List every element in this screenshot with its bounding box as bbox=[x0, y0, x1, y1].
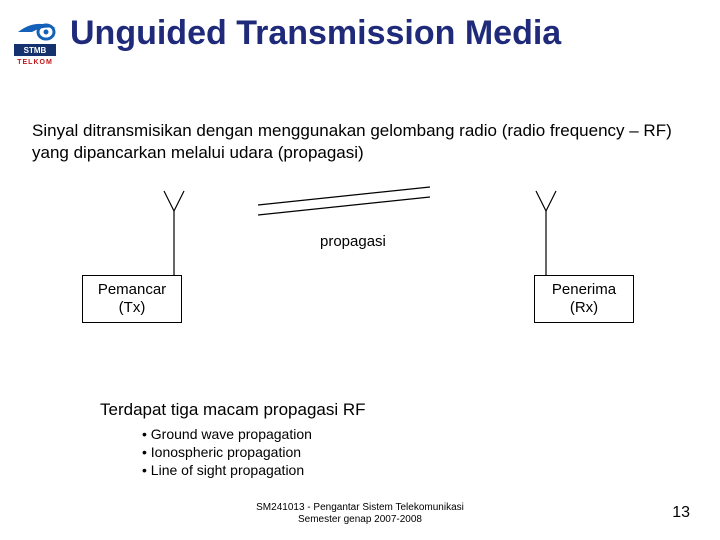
bullet-text: Line of sight propagation bbox=[151, 462, 304, 478]
rx-antenna-icon bbox=[536, 191, 556, 275]
rx-box-line1: Penerima bbox=[535, 281, 633, 299]
rx-box: Penerima (Rx) bbox=[534, 275, 634, 323]
propagasi-label: propagasi bbox=[320, 233, 386, 250]
footer-line2: Semester genap 2007-2008 bbox=[0, 514, 720, 526]
bullet-text: Ionospheric propagation bbox=[151, 444, 301, 460]
tx-box-line1: Pemancar bbox=[83, 281, 181, 299]
page-title: Unguided Transmission Media bbox=[70, 14, 561, 53]
propagation-diagram: Pemancar (Tx) Penerima (Rx) propagasi bbox=[0, 175, 720, 355]
logo-stmb-text: STMB bbox=[24, 46, 47, 55]
bullet-marker: • bbox=[142, 462, 147, 478]
bullet-text: Ground wave propagation bbox=[151, 426, 312, 442]
page-number: 13 bbox=[672, 504, 690, 522]
bullet-item: • Ground wave propagation bbox=[142, 425, 312, 443]
tx-antenna-icon bbox=[164, 191, 184, 275]
footer-line1: SM241013 - Pengantar Sistem Telekomunika… bbox=[0, 502, 720, 514]
footer: SM241013 - Pengantar Sistem Telekomunika… bbox=[0, 502, 720, 526]
intro-text: Sinyal ditransmisikan dengan menggunakan… bbox=[32, 120, 688, 164]
logo-telkom-text: TELKOM bbox=[17, 59, 53, 66]
bullet-item: • Line of sight propagation bbox=[142, 461, 312, 479]
logo-svg: STMB TELKOM bbox=[12, 18, 62, 66]
wave-lines-icon bbox=[258, 187, 430, 215]
rx-box-line2: (Rx) bbox=[535, 299, 633, 317]
bullet-item: • Ionospheric propagation bbox=[142, 443, 312, 461]
bullet-marker: • bbox=[142, 426, 147, 442]
diagram-svg bbox=[0, 175, 720, 355]
logo: STMB TELKOM bbox=[12, 18, 62, 71]
bullet-list: • Ground wave propagation • Ionospheric … bbox=[142, 425, 312, 480]
tx-box-line2: (Tx) bbox=[83, 299, 181, 317]
bullet-marker: • bbox=[142, 444, 147, 460]
subheading: Terdapat tiga macam propagasi RF bbox=[100, 400, 366, 420]
tx-box: Pemancar (Tx) bbox=[82, 275, 182, 323]
